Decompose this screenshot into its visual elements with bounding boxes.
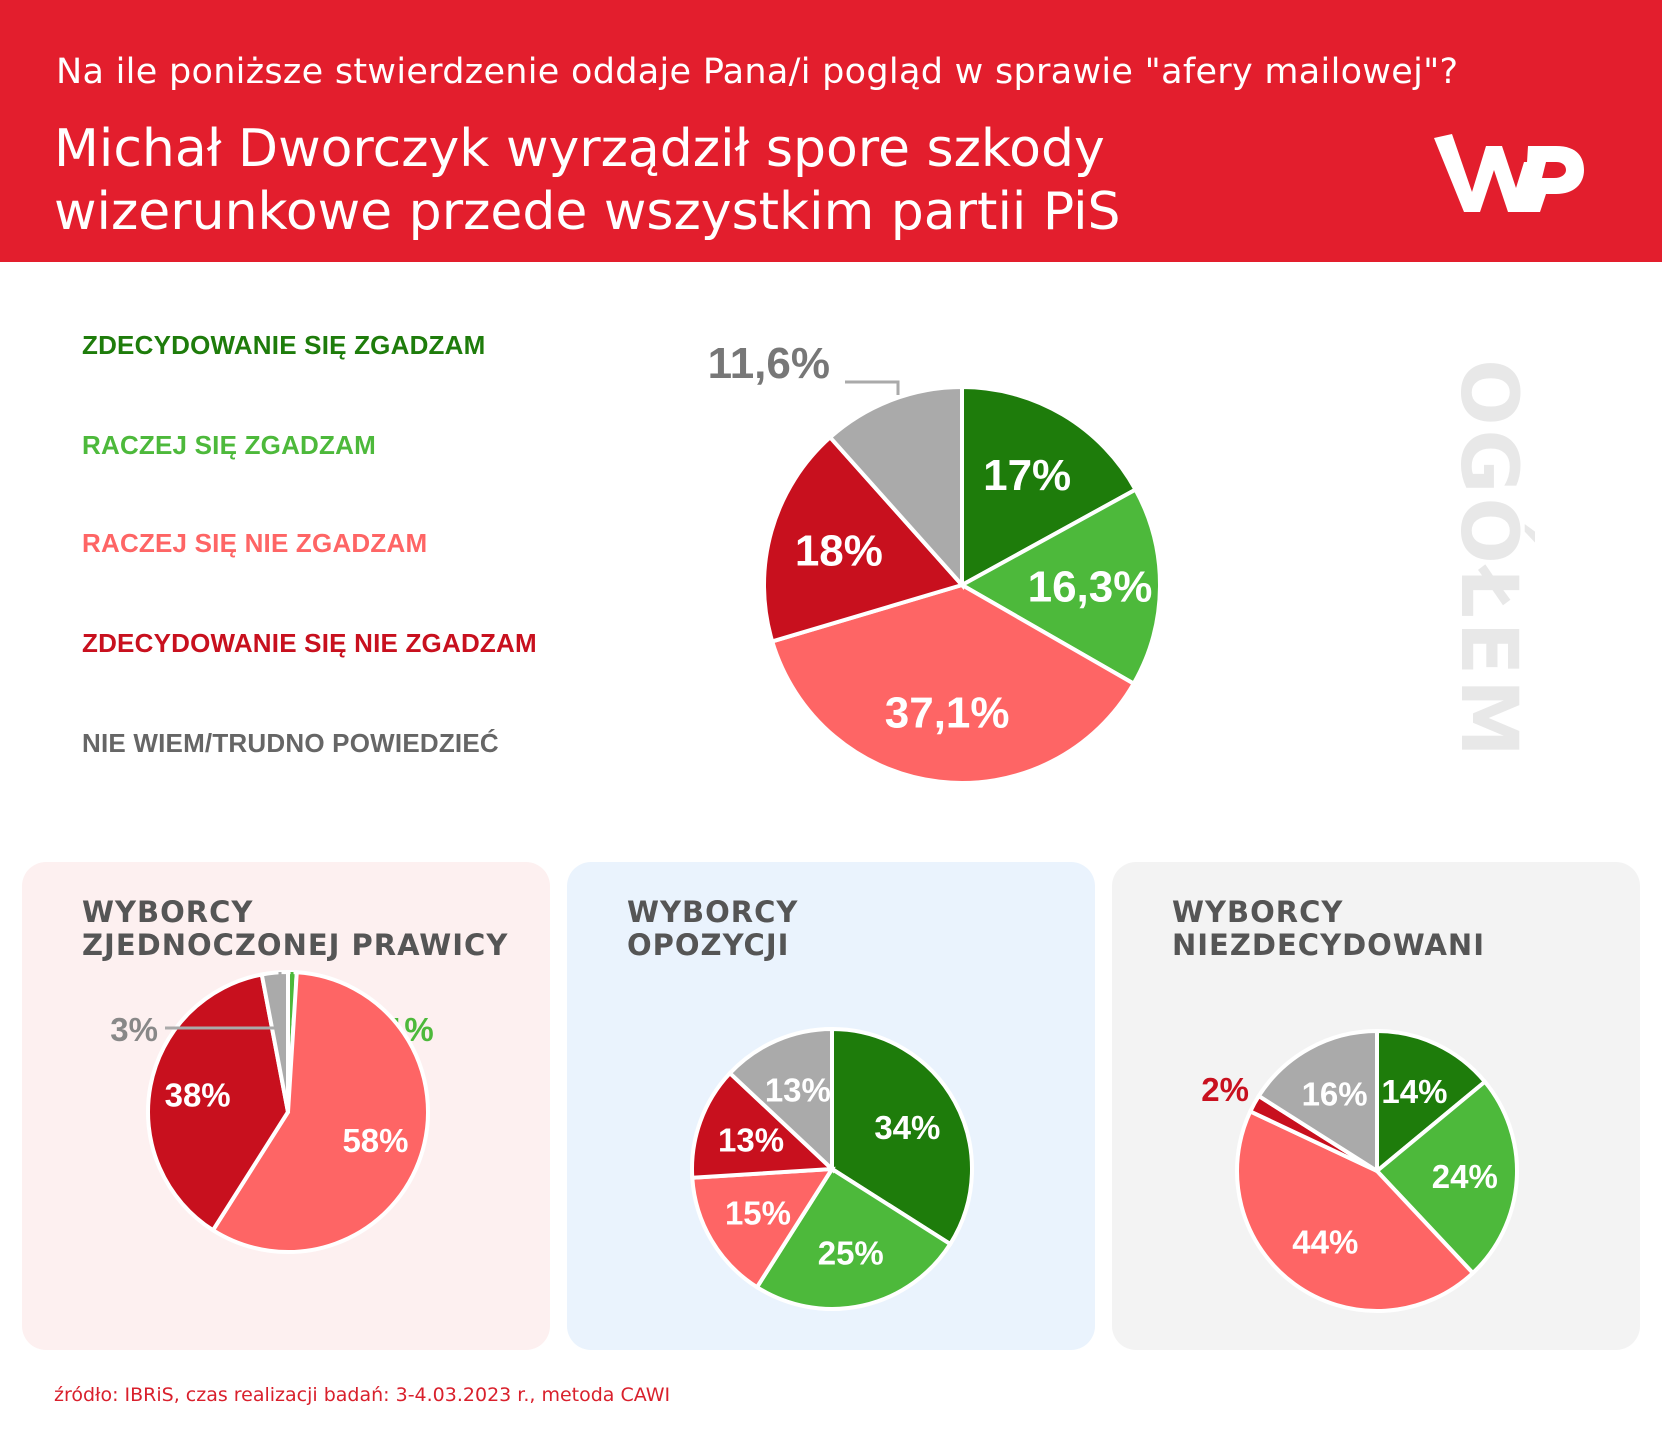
pie-slice bbox=[210, 970, 430, 1254]
pie-slice bbox=[827, 384, 964, 591]
slice-label: 2% bbox=[1201, 1071, 1249, 1108]
slice-label: 37,1% bbox=[885, 689, 1010, 738]
pie-slice bbox=[690, 1166, 836, 1290]
pie-chart-right-voters: 0%1%58%38%3% bbox=[110, 969, 434, 1254]
slice-label: 58% bbox=[342, 1122, 408, 1159]
pie-slice bbox=[1256, 1028, 1379, 1175]
slice-label: 16,3% bbox=[1028, 563, 1153, 612]
pie-chart-overall: 17% 16,3% 37,1% 18% 11,6% bbox=[708, 339, 1162, 785]
slice-label: 13% bbox=[718, 1121, 784, 1158]
panel-right-voters: WYBORCY ZJEDNOCZONEJ PRAWICY 0%1%58%38%3… bbox=[22, 862, 550, 1350]
slice-label: 34% bbox=[874, 1109, 940, 1146]
callout-line bbox=[165, 972, 282, 1030]
pie-slice bbox=[957, 486, 1162, 687]
pie-slice bbox=[960, 384, 1139, 589]
slice-label: 17% bbox=[983, 451, 1071, 500]
pie-slice bbox=[769, 582, 1137, 785]
pie-chart-undecided-voters: 14% 24% 44% 2% 16% bbox=[1201, 1028, 1519, 1313]
pie-slice bbox=[1374, 1078, 1519, 1276]
pie-slice bbox=[1235, 1108, 1476, 1313]
pie-slice bbox=[727, 1026, 834, 1174]
slice-label: 24% bbox=[1432, 1158, 1498, 1195]
slice-label: 13% bbox=[765, 1072, 831, 1109]
side-label: OGÓŁEM bbox=[1443, 359, 1533, 761]
slice-label: 44% bbox=[1292, 1224, 1358, 1261]
survey-question: Na ile poniższe stwierdzenie oddaje Pana… bbox=[56, 52, 1459, 92]
legend-item: NIE WIEM/TRUDNO POWIEDZIEĆ bbox=[82, 728, 499, 758]
pie-chart-opposition-voters: 34% 25% 15% 13% 13% bbox=[690, 1026, 974, 1311]
legend-item: RACZEJ SIĘ NIE ZGADZAM bbox=[82, 528, 428, 558]
panel-title: WYBORCY ZJEDNOCZONEJ PRAWICY bbox=[82, 895, 509, 962]
pie-slice bbox=[690, 1070, 837, 1180]
panel-title: WYBORCY OPOZYCJI bbox=[627, 895, 799, 962]
wp-logo-icon bbox=[1434, 134, 1584, 212]
panel-opposition-voters: WYBORCY OPOZYCJI 34% 25% 15% 13% 13% bbox=[567, 862, 1095, 1350]
slice-label: 18% bbox=[795, 526, 883, 575]
headline: Michał Dworczyk wyrządził spore szkody w… bbox=[54, 119, 1121, 242]
pie-slice bbox=[1375, 1028, 1488, 1176]
header-banner: Na ile poniższe stwierdzenie oddaje Pana… bbox=[0, 0, 1662, 262]
slice-label: 38% bbox=[165, 1076, 231, 1113]
slice-label: 11,6% bbox=[708, 339, 830, 388]
slice-label: 3% bbox=[110, 1011, 158, 1048]
legend-item: ZDECYDOWANIE SIĘ NIE ZGADZAM bbox=[82, 628, 537, 658]
slice-label: 14% bbox=[1381, 1073, 1447, 1110]
callout-line bbox=[845, 380, 900, 395]
legend-item: RACZEJ SIĘ ZGADZAM bbox=[82, 430, 376, 460]
panel-title: WYBORCY NIEZDECYDOWANI bbox=[1172, 895, 1485, 962]
pie-slice bbox=[146, 972, 291, 1233]
slice-label: 15% bbox=[725, 1194, 791, 1231]
pie-slice bbox=[754, 1166, 953, 1311]
source-note: źródło: IBRiS, czas realizacji badań: 3-… bbox=[54, 1384, 671, 1406]
legend-item: ZDECYDOWANIE SIĘ ZGADZAM bbox=[82, 330, 486, 360]
slice-label: 25% bbox=[818, 1234, 884, 1271]
pie-slice bbox=[762, 434, 966, 644]
panel-undecided-voters: WYBORCY NIEZDECYDOWANI 14% 24% 44% 2% 16% bbox=[1112, 862, 1640, 1350]
slice-label: 16% bbox=[1302, 1075, 1368, 1112]
